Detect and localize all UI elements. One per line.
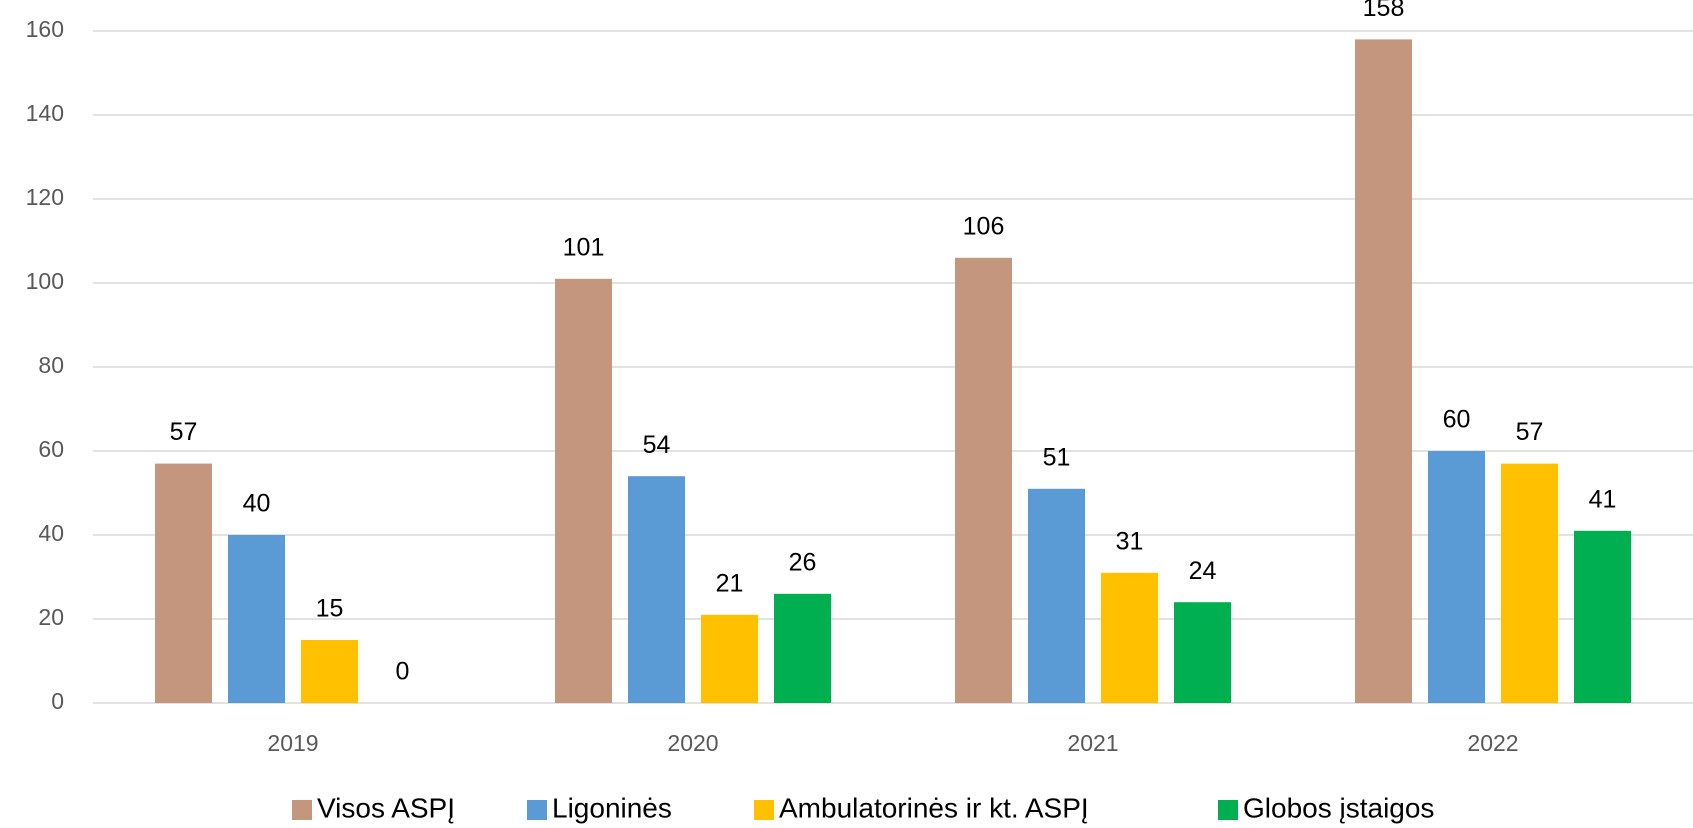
value-label: 15 (316, 595, 344, 623)
legend-label: Ambulatorinės ir kt. ASPĮ (779, 792, 1089, 823)
legend-swatch (754, 800, 774, 820)
legend-swatch (527, 800, 547, 820)
bar (1574, 530, 1631, 703)
x-tick-label: 2021 (1067, 730, 1118, 756)
y-tick-label: 60 (38, 436, 64, 462)
bar (555, 278, 612, 703)
value-label: 57 (170, 418, 198, 446)
bar (1174, 602, 1231, 703)
bar (628, 476, 685, 703)
y-tick-label: 140 (26, 100, 64, 126)
bar (1028, 488, 1085, 703)
bar (701, 614, 758, 703)
value-label: 31 (1116, 527, 1144, 555)
legend-label: Globos įstaigos (1243, 792, 1434, 823)
value-label: 21 (716, 569, 744, 597)
value-label: 26 (789, 548, 817, 576)
bar (1501, 463, 1558, 703)
value-label: 40 (243, 490, 271, 518)
value-label: 24 (1189, 557, 1217, 585)
bar (1101, 572, 1158, 703)
x-tick-label: 2019 (267, 730, 318, 756)
bar (1428, 451, 1485, 703)
bar (955, 257, 1012, 703)
bar (155, 463, 212, 703)
y-tick-label: 40 (38, 520, 64, 546)
legend-swatch (1218, 800, 1238, 820)
y-tick-label: 100 (26, 268, 64, 294)
legend-swatch (292, 800, 312, 820)
value-label: 57 (1516, 418, 1544, 446)
value-label: 54 (643, 431, 671, 459)
y-tick-label: 120 (26, 184, 64, 210)
y-tick-label: 20 (38, 604, 64, 630)
legend-label: Visos ASPĮ (317, 792, 455, 823)
value-label: 101 (563, 233, 605, 261)
value-label: 41 (1589, 485, 1617, 513)
x-tick-label: 2020 (667, 730, 718, 756)
bar (301, 640, 358, 703)
y-tick-label: 160 (26, 16, 64, 42)
x-tick-label: 2022 (1467, 730, 1518, 756)
value-label: 0 (396, 658, 410, 686)
value-label: 51 (1043, 443, 1071, 471)
y-tick-label: 80 (38, 352, 64, 378)
value-label: 60 (1443, 406, 1471, 434)
legend-label: Ligoninės (552, 792, 672, 823)
bar (774, 593, 831, 703)
value-label: 106 (963, 212, 1005, 240)
bar (1355, 39, 1412, 703)
y-tick-label: 0 (51, 688, 64, 714)
bar (228, 535, 285, 703)
value-label: 158 (1363, 0, 1405, 22)
